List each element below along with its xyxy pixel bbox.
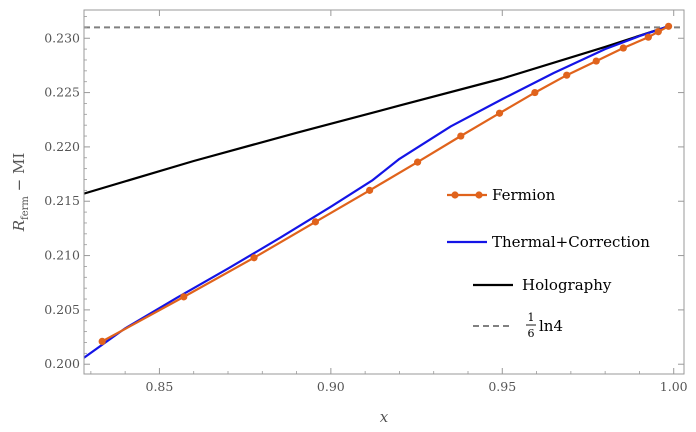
legend-label-denominator: 6 bbox=[528, 327, 535, 340]
y-axis-title-main: R bbox=[10, 220, 28, 232]
legend-label-rest: ln4 bbox=[539, 317, 563, 335]
data-point-fermion bbox=[414, 158, 422, 166]
x-tick-label: 0.95 bbox=[488, 379, 516, 394]
legend-marker-fermion bbox=[475, 191, 483, 199]
data-point-fermion bbox=[495, 109, 504, 117]
data-point-fermion bbox=[644, 33, 652, 41]
legend-label-thermal-correction: Thermal+Correction bbox=[492, 233, 650, 251]
data-point-fermion bbox=[250, 254, 258, 262]
x-tick-label: 0.85 bbox=[146, 379, 174, 394]
y-axis-title-sub: ferm bbox=[20, 196, 31, 220]
data-point-fermion bbox=[98, 337, 106, 346]
data-point-fermion bbox=[592, 57, 600, 65]
y-axis-title: Rferm − MI bbox=[10, 153, 31, 233]
legend-item-thermal-correction: Thermal+Correction bbox=[447, 233, 650, 251]
x-axis-title: x bbox=[380, 408, 389, 426]
plot-frame bbox=[83, 9, 685, 375]
series-line-fermion bbox=[101, 25, 670, 343]
series-line-holography bbox=[84, 25, 669, 195]
x-axis: 0.85 0.90 0.95 1.00 bbox=[90, 10, 688, 394]
data-point-fermion bbox=[563, 71, 571, 79]
y-tick-label: 0.200 bbox=[44, 356, 80, 371]
data-point-fermion bbox=[531, 88, 539, 97]
data-point-fermion bbox=[180, 293, 188, 301]
y-tick-label: 0.210 bbox=[44, 248, 80, 263]
y-axis: 0.200 0.205 0.210 0.215 0.220 0.225 0.230 bbox=[44, 16, 684, 371]
series-line-thermal-correction bbox=[84, 25, 669, 359]
legend-item-one-sixth-ln4: 1 6 ln4 bbox=[473, 311, 563, 340]
legend-marker-fermion bbox=[451, 191, 459, 199]
data-point-fermion bbox=[366, 186, 374, 194]
x-tick-label: 1.00 bbox=[660, 379, 688, 394]
y-tick-label: 0.205 bbox=[44, 302, 80, 317]
y-tick-label: 0.215 bbox=[44, 193, 80, 208]
x-tick-label: 0.90 bbox=[317, 379, 345, 394]
series-layer bbox=[84, 22, 684, 359]
y-tick-label: 0.230 bbox=[44, 30, 80, 45]
y-axis-title-rest: − MI bbox=[10, 153, 28, 196]
legend-label-numerator: 1 bbox=[528, 311, 535, 324]
legend: Fermion Thermal+Correction Holography 1 … bbox=[447, 186, 650, 340]
data-point-fermion bbox=[619, 44, 627, 52]
data-point-fermion bbox=[311, 218, 320, 226]
data-point-fermion bbox=[664, 22, 673, 30]
data-point-fermion bbox=[457, 132, 465, 140]
legend-label-holography: Holography bbox=[522, 276, 612, 294]
legend-item-fermion: Fermion bbox=[447, 186, 556, 204]
y-tick-label: 0.225 bbox=[44, 85, 80, 100]
y-tick-label: 0.220 bbox=[44, 139, 80, 154]
legend-item-holography: Holography bbox=[473, 276, 612, 294]
data-point-fermion bbox=[654, 28, 662, 36]
legend-label-fermion: Fermion bbox=[492, 186, 556, 204]
